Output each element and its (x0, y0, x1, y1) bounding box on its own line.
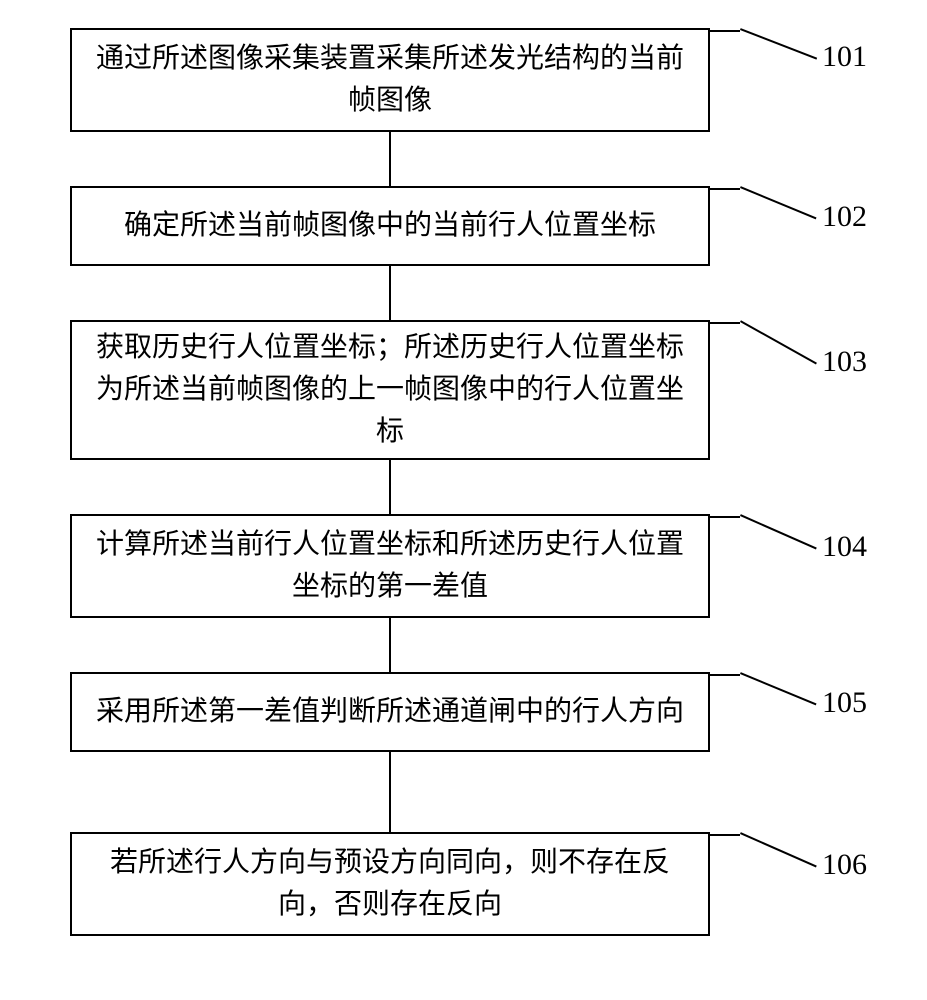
flow-step-text: 计算所述当前行人位置坐标和所述历史行人位置坐标的第一差值 (92, 524, 688, 608)
flow-step-102: 确定所述当前帧图像中的当前行人位置坐标 (70, 186, 710, 266)
flow-connector (389, 460, 391, 514)
leader-line (710, 188, 740, 190)
leader-line (710, 516, 740, 518)
leader-line (710, 834, 740, 836)
flow-connector (389, 618, 391, 672)
step-label-106: 106 (822, 848, 867, 882)
step-label-104: 104 (822, 530, 867, 564)
step-label-103: 103 (822, 345, 867, 379)
leader-line (740, 832, 817, 867)
leader-line (740, 672, 817, 705)
flow-step-text: 通过所述图像采集装置采集所述发光结构的当前帧图像 (92, 38, 688, 122)
flow-step-105: 采用所述第一差值判断所述通道闸中的行人方向 (70, 672, 710, 752)
leader-line (740, 320, 817, 364)
flow-connector (389, 132, 391, 186)
flow-step-text: 获取历史行人位置坐标；所述历史行人位置坐标为所述当前帧图像的上一帧图像中的行人位… (92, 327, 688, 453)
leader-line (740, 186, 817, 219)
flow-connector (389, 752, 391, 832)
step-label-105: 105 (822, 686, 867, 720)
flowchart-canvas: 通过所述图像采集装置采集所述发光结构的当前帧图像 101 确定所述当前帧图像中的当前… (0, 0, 927, 1000)
leader-line (710, 322, 740, 324)
step-label-102: 102 (822, 200, 867, 234)
step-label-101: 101 (822, 40, 867, 74)
leader-line (740, 28, 817, 59)
flow-step-106: 若所述行人方向与预设方向同向，则不存在反向，否则存在反向 (70, 832, 710, 936)
leader-line (710, 30, 740, 32)
flow-connector (389, 266, 391, 320)
leader-line (710, 674, 740, 676)
flow-step-text: 若所述行人方向与预设方向同向，则不存在反向，否则存在反向 (92, 842, 688, 926)
flow-step-text: 采用所述第一差值判断所述通道闸中的行人方向 (96, 691, 684, 733)
flow-step-text: 确定所述当前帧图像中的当前行人位置坐标 (124, 205, 656, 247)
leader-line (740, 514, 817, 549)
flow-step-104: 计算所述当前行人位置坐标和所述历史行人位置坐标的第一差值 (70, 514, 710, 618)
flow-step-101: 通过所述图像采集装置采集所述发光结构的当前帧图像 (70, 28, 710, 132)
flow-step-103: 获取历史行人位置坐标；所述历史行人位置坐标为所述当前帧图像的上一帧图像中的行人位… (70, 320, 710, 460)
